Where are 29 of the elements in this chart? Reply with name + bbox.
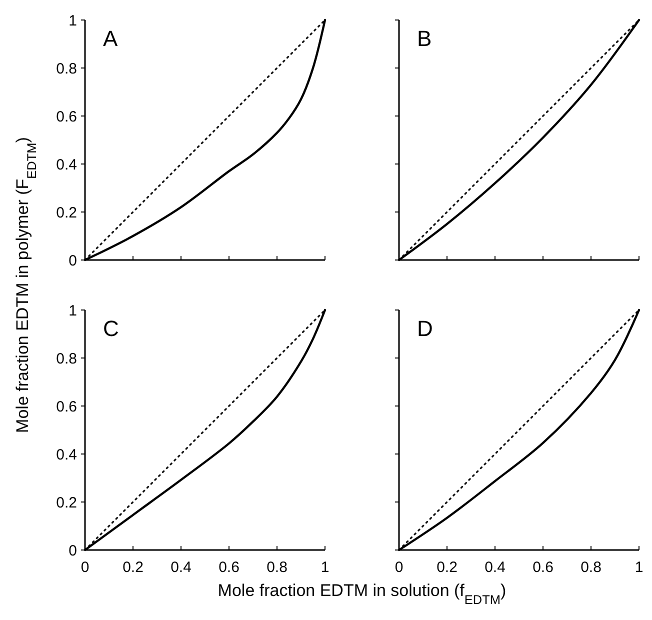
y-tick-label: 0 bbox=[68, 252, 77, 270]
x-tick-label: 0 bbox=[394, 559, 404, 576]
chart-title: A bbox=[103, 26, 118, 51]
x-axis-title: Mole fraction EDTM in solution (f$_{EDTM}$) bbox=[218, 581, 506, 606]
x-tick-label: 0.2 bbox=[122, 559, 144, 576]
y-tick-label: 0.4 bbox=[56, 156, 77, 174]
x-tick-label: 0.4 bbox=[170, 559, 192, 576]
x-tick-label: 0.8 bbox=[580, 559, 602, 576]
y-tick-label: 0.2 bbox=[56, 494, 77, 512]
y-tick-label: 0 bbox=[68, 542, 77, 560]
x-tick-label: 0.6 bbox=[218, 559, 240, 576]
y-tick-label: 1 bbox=[68, 302, 77, 320]
x-tick-label: 1 bbox=[634, 559, 644, 576]
y-tick-label: 0.6 bbox=[56, 108, 77, 126]
chart-title: D bbox=[417, 316, 433, 341]
y-tick-label: 1 bbox=[68, 12, 77, 30]
y-tick-label: 0.4 bbox=[56, 446, 77, 464]
x-tick-label: 0.8 bbox=[266, 559, 288, 576]
chart-title: C bbox=[103, 316, 119, 341]
y-tick-label: 0.6 bbox=[56, 398, 77, 416]
x-tick-label: 0.6 bbox=[532, 559, 554, 576]
x-tick-label: 0.2 bbox=[436, 559, 458, 576]
y-tick-label: 0.2 bbox=[56, 204, 77, 222]
y-tick-label: 0.8 bbox=[56, 60, 77, 78]
x-tick-label: 0 bbox=[80, 559, 90, 576]
chart-title: B bbox=[417, 26, 432, 51]
x-tick-label: 0.4 bbox=[484, 559, 506, 576]
y-tick-label: 0.8 bbox=[56, 350, 77, 368]
x-tick-label: 1 bbox=[320, 559, 330, 576]
